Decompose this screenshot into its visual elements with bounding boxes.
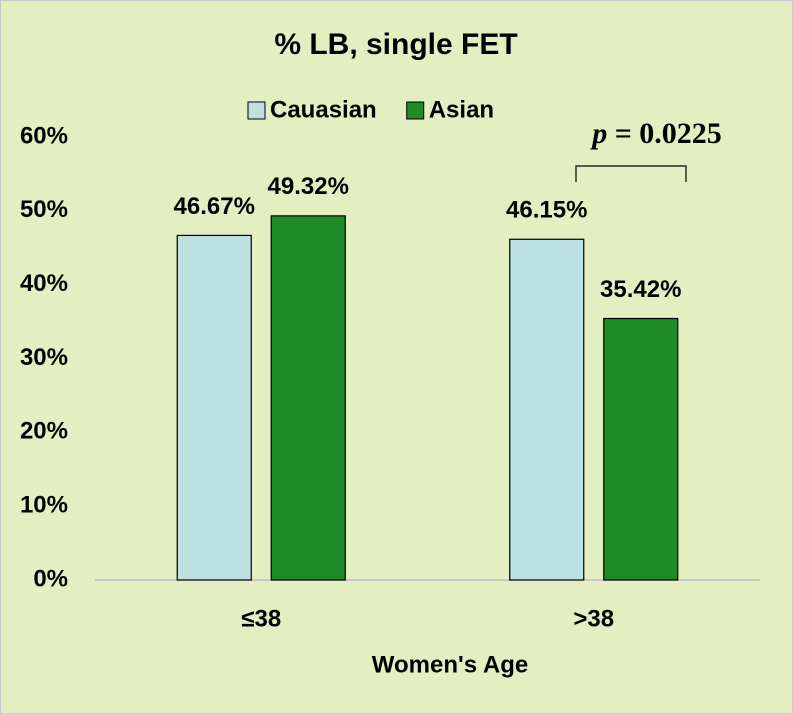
- chart-title: % LB, single FET: [274, 28, 517, 61]
- x-tick-label: >38: [573, 605, 614, 632]
- p-var: p: [589, 117, 607, 150]
- x-tick-label: ≤38: [241, 605, 281, 632]
- value-label: 49.32%: [268, 173, 349, 200]
- value-label: 35.42%: [600, 276, 681, 303]
- legend-swatch: [406, 101, 425, 120]
- y-tick-label: 20%: [20, 418, 68, 445]
- legend-swatch: [247, 101, 266, 120]
- y-tick-label: 40%: [20, 270, 68, 297]
- legend-label: Asian: [429, 96, 494, 123]
- significance-bracket: [575, 165, 687, 182]
- p-annotation: p = 0.0225: [589, 117, 722, 150]
- value-label: 46.15%: [506, 197, 587, 224]
- p-value: = 0.0225: [615, 117, 722, 150]
- bar: [603, 317, 679, 581]
- y-tick-label: 50%: [20, 196, 68, 223]
- legend-label: Cauasian: [270, 96, 377, 123]
- bar: [509, 238, 585, 581]
- x-axis-label: Women's Age: [372, 651, 528, 678]
- y-tick-label: 30%: [20, 344, 68, 371]
- bar: [176, 234, 252, 581]
- y-tick-label: 60%: [20, 122, 68, 149]
- bar: [270, 215, 346, 581]
- value-label: 46.67%: [174, 193, 255, 220]
- y-tick-label: 0%: [33, 565, 68, 592]
- y-tick-label: 10%: [20, 492, 68, 519]
